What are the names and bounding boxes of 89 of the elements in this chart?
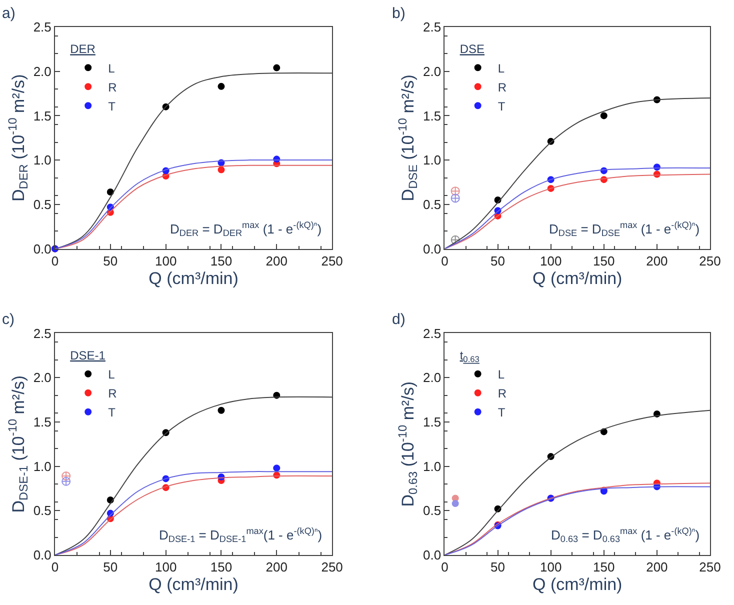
x-tick-label: 150 [210, 560, 232, 575]
legend-label: L [108, 61, 116, 76]
y-tick-label: 0.0 [423, 241, 442, 256]
legend-label: T [108, 406, 116, 420]
y-tick-label: 0.0 [33, 241, 52, 256]
x-tick-label: 50 [490, 253, 506, 268]
x-tick-label: 100 [154, 253, 177, 268]
y-tick-label: 0.0 [423, 548, 442, 563]
annotation: D$_{DSE-1}$ = D$_{DSE-1}$$^{max}$(1 - e$^{-(kQ)ⁿ}$) [159, 526, 322, 544]
y-tick-label: 1.5 [33, 414, 52, 430]
y-tick-label: 0.0 [33, 548, 52, 563]
x-tick-label: 250 [321, 253, 343, 268]
y-tick-label: 1.0 [33, 152, 52, 168]
x-tick-label: 250 [699, 253, 721, 268]
x-tick-label: 150 [593, 560, 615, 575]
y-tick-label: 1.0 [423, 152, 442, 168]
y-tick-label: 1.5 [423, 414, 442, 430]
x-axis-title: Q (cm³/min) [148, 575, 238, 594]
y-tick-label: 0.5 [423, 503, 442, 518]
legend-title: DER [70, 42, 96, 56]
legend-label: T [108, 99, 116, 114]
x-tick-label: 0 [441, 560, 448, 575]
point [450, 235, 460, 244]
point [218, 82, 225, 90]
y-tick-label: 2.5 [33, 326, 52, 341]
legend-label: R [108, 386, 118, 401]
y-tick-label: 1.5 [423, 108, 442, 124]
point [450, 186, 460, 196]
x-tick-label: 0 [441, 253, 448, 268]
annotation: D$_{0.63}$ = D$_{0.63}$$^{max}$ (1 - e$^{-(kQ)ⁿ}$) [551, 526, 700, 544]
legend-label: R [498, 80, 507, 94]
legend-label: R [498, 386, 507, 401]
chart-title: d) [392, 311, 406, 328]
chart-title: a) [2, 5, 16, 22]
annotation: D$_{DER}$ = D$_{DER}$$^{max}$ (1 - e$^{-(kQ)ⁿ}$) [170, 220, 322, 238]
x-axis-title: Q (cm³/min) [532, 268, 622, 288]
legend-title: t$_{0.63}$ [460, 348, 480, 364]
x-tick-label: 150 [593, 253, 615, 268]
legend-title: DSE [460, 42, 485, 56]
x-tick-label: 0 [51, 253, 59, 268]
y-tick-label: 0.5 [423, 196, 442, 212]
point [273, 464, 280, 472]
legend-label: L [108, 368, 116, 382]
x-tick-label: 200 [266, 560, 288, 575]
x-tick-label: 50 [490, 560, 506, 575]
annotation: D$_{DSE}$ = D$_{DSE}$$^{max}$ (1 - e$^{-(kQ)ⁿ}$) [549, 220, 700, 238]
x-tick-label: 250 [321, 560, 343, 575]
x-tick-label: 200 [646, 253, 668, 268]
legend-label: R [108, 80, 118, 94]
y-tick-label: 2.0 [33, 64, 52, 79]
y-tick-label: 2.0 [423, 64, 442, 79]
x-tick-label: 100 [540, 253, 562, 268]
x-tick-label: 100 [540, 560, 562, 575]
x-axis-title: Q (cm³/min) [532, 575, 622, 594]
point [452, 500, 459, 508]
x-axis-title: Q (cm³/min) [148, 268, 238, 288]
y-tick-label: 0.5 [33, 503, 52, 518]
y-tick-label: 1.0 [423, 458, 442, 474]
legend-label: T [498, 406, 506, 420]
x-tick-label: 50 [103, 253, 118, 268]
point [218, 406, 225, 414]
point [450, 194, 460, 203]
legend-title: DSE-1 [70, 348, 106, 362]
point [273, 64, 280, 72]
y-tick-label: 2.5 [423, 326, 442, 341]
y-tick-label: 2.0 [423, 370, 442, 386]
y-tick-label: 2.0 [33, 370, 52, 386]
y-tick-label: 0.5 [33, 196, 52, 212]
x-tick-label: 150 [210, 253, 232, 268]
y-tick-label: 1.5 [33, 108, 52, 124]
legend-label: L [498, 368, 505, 382]
point [62, 472, 71, 481]
chart-title: c) [2, 311, 14, 328]
point [62, 476, 71, 486]
y-tick-label: 2.5 [33, 20, 52, 35]
point [218, 166, 225, 174]
x-tick-label: 0 [51, 560, 59, 575]
x-tick-label: 250 [699, 560, 721, 575]
chart-title: b) [392, 5, 406, 22]
legend-label: L [498, 61, 505, 76]
x-tick-label: 100 [154, 560, 177, 575]
point [106, 188, 114, 196]
legend-label: T [498, 99, 506, 114]
x-tick-label: 200 [646, 560, 668, 575]
y-tick-label: 1.0 [33, 458, 52, 474]
x-tick-label: 50 [103, 560, 118, 575]
y-tick-label: 2.5 [423, 20, 442, 35]
x-tick-label: 200 [266, 253, 288, 268]
point [600, 112, 608, 120]
